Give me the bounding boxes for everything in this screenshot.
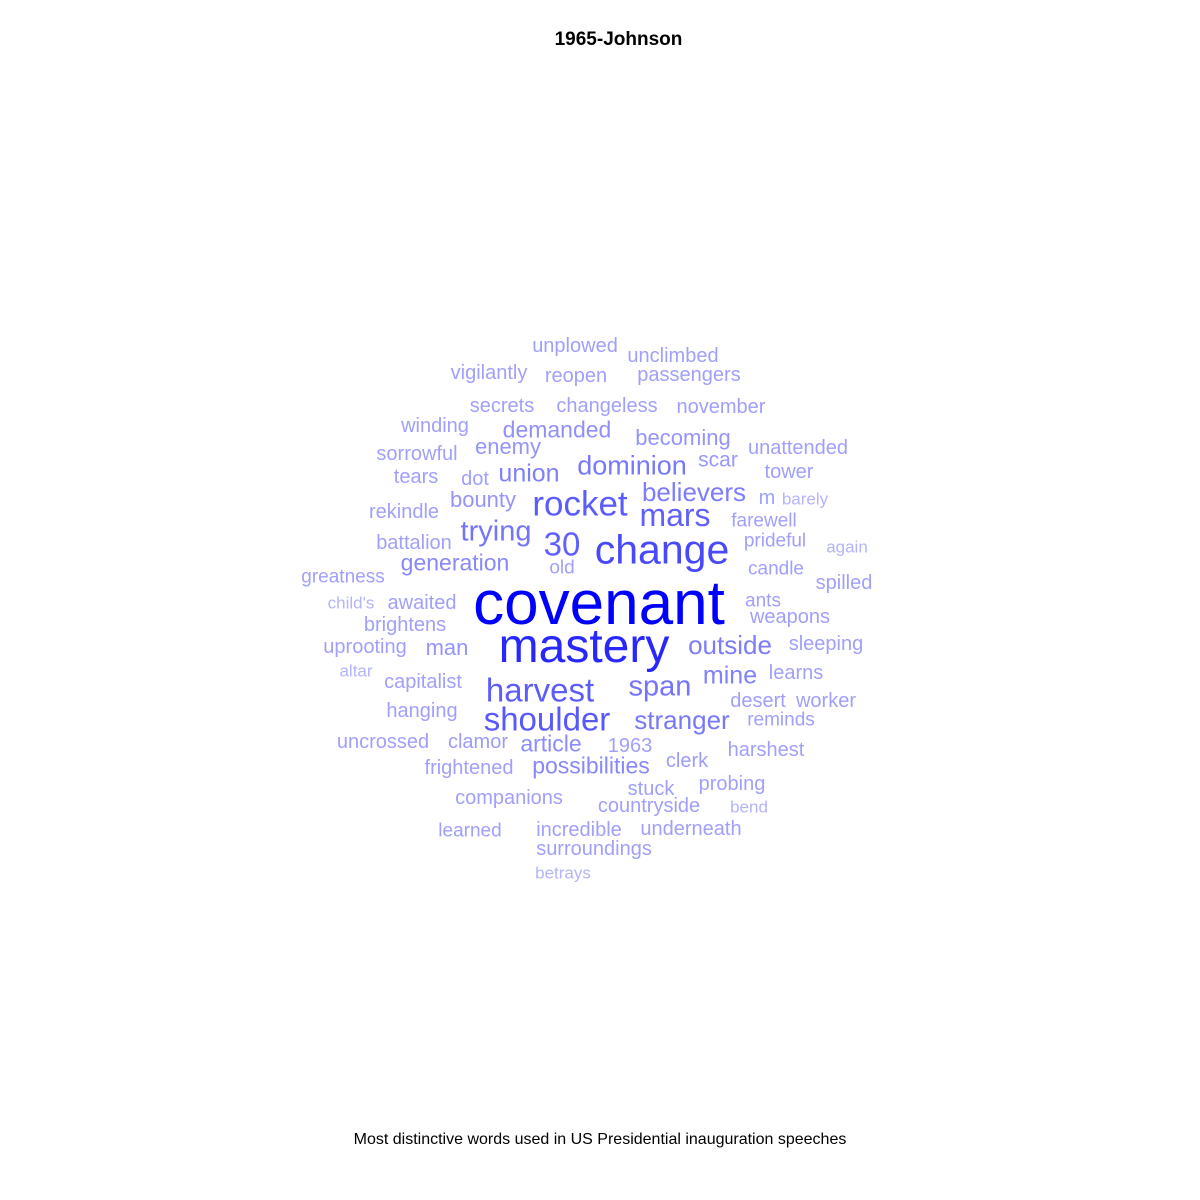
word-greatness: greatness — [301, 566, 385, 588]
word-uncrossed: uncrossed — [336, 731, 430, 753]
word-child-s: child's — [327, 593, 375, 613]
word-article: article — [520, 730, 582, 757]
word-uprooting: uprooting — [323, 636, 407, 658]
word-learns: learns — [768, 662, 824, 684]
word-vigilantly: vigilantly — [450, 362, 528, 384]
word-30: 30 — [543, 525, 581, 563]
word-rekindle: rekindle — [368, 501, 440, 523]
word-man: man — [425, 635, 469, 660]
word-november: november — [676, 396, 766, 418]
word-mastery: mastery — [498, 620, 670, 673]
word-altar: altar — [339, 661, 373, 681]
word-old: old — [549, 557, 575, 579]
word-reminds: reminds — [747, 709, 815, 731]
word-harvest: harvest — [485, 671, 595, 709]
word-clerk: clerk — [665, 750, 709, 772]
chart-title: 1965-Johnson — [554, 29, 683, 50]
word-1963: 1963 — [607, 735, 653, 757]
word-becoming: becoming — [635, 425, 731, 450]
word-dominion: dominion — [577, 450, 687, 481]
word-tower: tower — [764, 461, 814, 483]
word-clamor: clamor — [447, 731, 509, 753]
word-believers: believers — [641, 477, 747, 507]
word-ants: ants — [745, 590, 781, 612]
word-probing: probing — [698, 773, 766, 795]
word-stranger: stranger — [634, 705, 730, 735]
word-change: change — [594, 526, 730, 573]
word-bounty: bounty — [449, 487, 517, 512]
word-winding: winding — [401, 415, 469, 437]
word-worker: worker — [795, 690, 857, 712]
word-sorrowful: sorrowful — [376, 443, 458, 465]
word-capitalist: capitalist — [384, 671, 462, 693]
word-farewell: farewell — [731, 510, 797, 532]
word-candle: candle — [748, 558, 804, 580]
word-harshest: harshest — [727, 739, 805, 761]
word-outside: outside — [688, 630, 772, 660]
chart-caption: Most distinctive words used in US Presid… — [353, 1131, 847, 1148]
word-companions: companions — [455, 787, 563, 809]
word-learned: learned — [438, 820, 502, 842]
word-secrets: secrets — [469, 395, 535, 417]
word-covenant: covenant — [473, 569, 725, 638]
word-hanging: hanging — [386, 700, 458, 722]
word-desert: desert — [730, 690, 786, 712]
word-barely: barely — [781, 489, 829, 509]
word-generation: generation — [400, 549, 510, 576]
word-awaited: awaited — [387, 592, 457, 614]
word-tears: tears — [393, 466, 439, 488]
word-surroundings: surroundings — [536, 838, 652, 860]
word-weapons: weapons — [749, 606, 831, 628]
word-dot: dot — [461, 468, 489, 490]
word-again: again — [826, 537, 868, 557]
word-sleeping: sleeping — [788, 633, 864, 655]
word-mars: mars — [639, 497, 711, 533]
word-incredible: incredible — [536, 819, 622, 841]
word-unattended: unattended — [747, 437, 849, 459]
word-battalion: battalion — [376, 532, 452, 554]
word-rocket: rocket — [532, 484, 628, 524]
word-changeless: changeless — [556, 395, 658, 417]
word-possibilities: possibilities — [532, 752, 650, 779]
word-unclimbed: unclimbed — [627, 345, 719, 367]
word-mine: mine — [702, 661, 758, 690]
word-stuck: stuck — [627, 778, 675, 800]
word-unplowed: unplowed — [532, 335, 618, 357]
word-countryside: countryside — [597, 795, 701, 817]
word-bend: bend — [730, 797, 768, 817]
word-trying: trying — [460, 515, 532, 548]
word-underneath: underneath — [640, 818, 742, 840]
word-shoulder: shoulder — [483, 700, 611, 738]
word-reopen: reopen — [544, 365, 608, 387]
word-m: m — [758, 487, 776, 509]
word-spilled: spilled — [815, 572, 873, 594]
word-passengers: passengers — [637, 364, 741, 386]
word-frightened: frightened — [424, 757, 514, 779]
word-enemy: enemy — [474, 434, 542, 459]
word-prideful: prideful — [743, 530, 807, 552]
word-scar: scar — [698, 448, 738, 472]
word-brightens: brightens — [363, 614, 447, 636]
word-span: span — [628, 670, 692, 703]
word-demanded: demanded — [502, 416, 612, 443]
word-betrays: betrays — [535, 863, 591, 883]
word-union: union — [498, 459, 560, 488]
